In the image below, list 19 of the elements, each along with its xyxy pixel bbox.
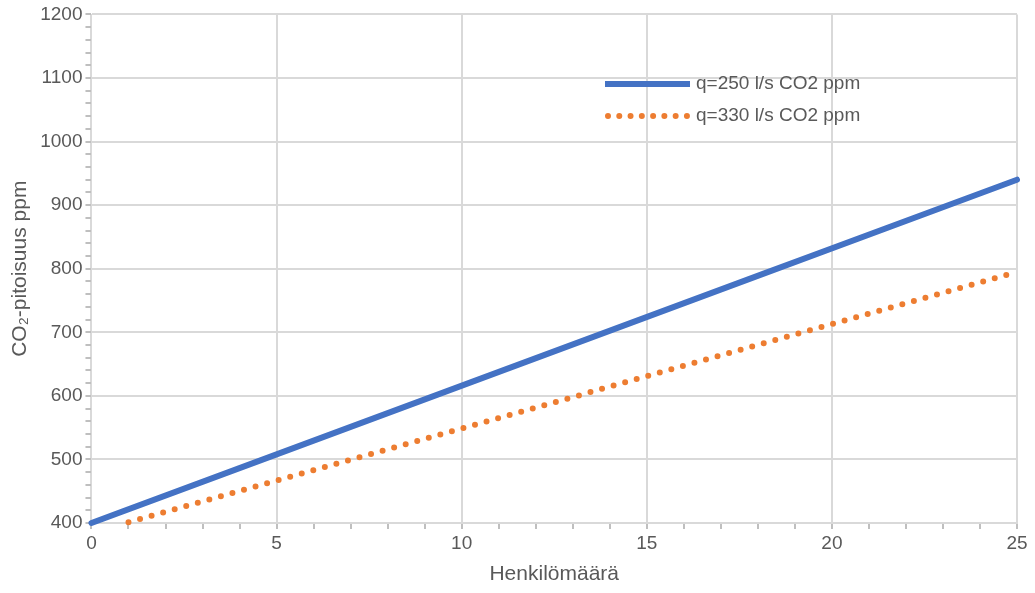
x-tick-label: 25	[1006, 531, 1028, 553]
x-tick-label: 20	[821, 531, 843, 553]
legend-label: q=330 l/s CO2 ppm	[696, 103, 861, 127]
legend-label: q=250 l/s CO2 ppm	[696, 71, 861, 95]
y-tick-label: 800	[50, 256, 83, 278]
y-tick-label: 1100	[41, 66, 83, 88]
y-tick-label: 1000	[40, 129, 83, 151]
x-tick-label: 15	[636, 531, 658, 553]
y-tick-label: 1200	[40, 2, 83, 24]
y-tick-label: 500	[50, 447, 83, 469]
y-tick-label: 400	[50, 511, 83, 533]
y-tick-label: 900	[50, 193, 83, 215]
x-axis-title: Henkilömäärä	[489, 561, 620, 585]
y-tick-label: 700	[50, 320, 83, 342]
x-tick-label: 10	[451, 531, 473, 553]
x-tick-label: 5	[271, 531, 282, 553]
y-axis-title: CO₂-pitoisuus ppm	[7, 180, 31, 357]
x-tick-label: 0	[86, 531, 97, 553]
y-tick-label: 600	[50, 384, 83, 406]
